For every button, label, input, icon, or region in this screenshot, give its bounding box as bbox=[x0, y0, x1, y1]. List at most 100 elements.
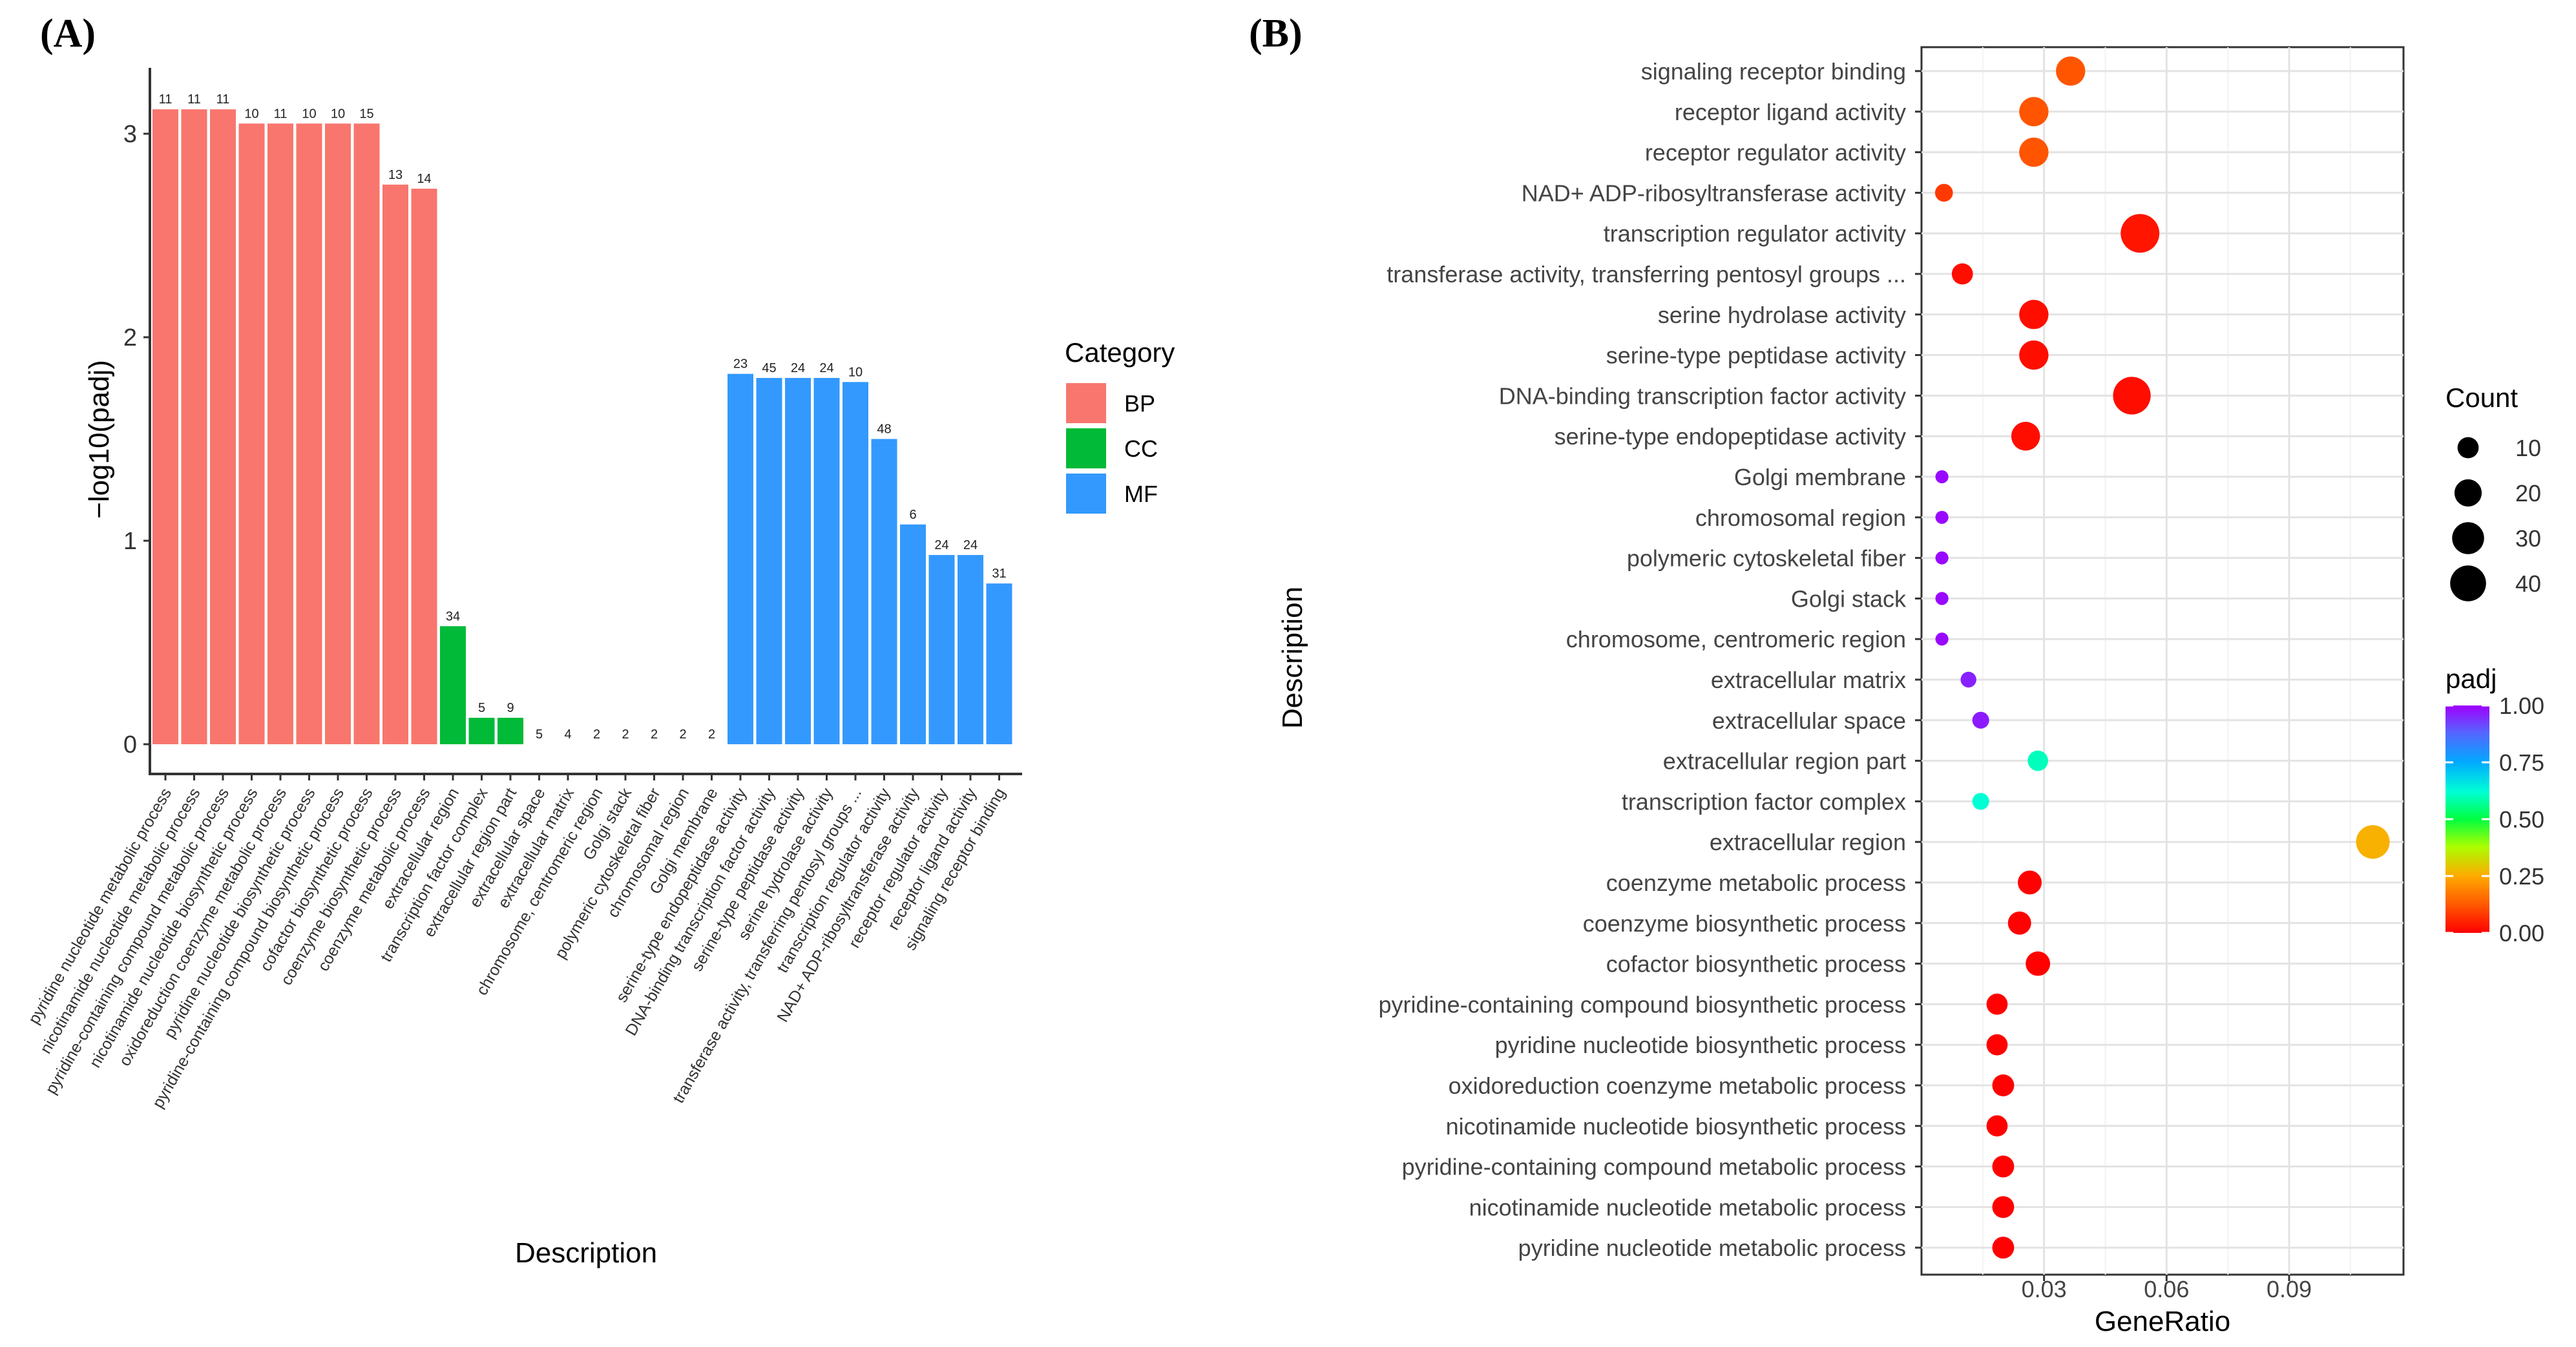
dot-y-tick-label: pyridine nucleotide biosynthetic process bbox=[1495, 1032, 1906, 1058]
dot-y-tick-label: serine-type peptidase activity bbox=[1606, 342, 1906, 369]
bar bbox=[928, 555, 955, 744]
bar bbox=[843, 382, 868, 744]
dot-y-tick-label: chromosome, centromeric region bbox=[1566, 626, 1906, 653]
dot-point bbox=[2056, 56, 2086, 86]
dot-y-tick-label: oxidoreduction coenzyme metabolic proces… bbox=[1449, 1072, 1906, 1099]
bar-count-label: 14 bbox=[417, 172, 431, 186]
dot-x-tick-label: 0.03 bbox=[2022, 1276, 2067, 1302]
count-legend-dot bbox=[2452, 522, 2484, 554]
bar-count-label: 13 bbox=[388, 168, 403, 182]
dot-y-tick-label: NAD+ ADP-ribosyltransferase activity bbox=[1522, 180, 1906, 206]
bar bbox=[382, 184, 408, 744]
dot-point bbox=[1992, 1237, 2015, 1259]
bar-count-label: 9 bbox=[507, 701, 514, 715]
bar-y-tick-label: 2 bbox=[123, 324, 137, 351]
dot-point bbox=[1951, 263, 1973, 285]
bar-count-label: 10 bbox=[848, 365, 863, 379]
bar-count-labels: 11 11 11 10 11 10 10 15 13 14 34 5 9 5 4 2 2 2 2 2 23 45 24 24 1… bbox=[159, 92, 1007, 742]
dot-point bbox=[2019, 137, 2049, 167]
bar bbox=[785, 378, 811, 744]
bar-count-label: 11 bbox=[274, 107, 288, 121]
bar-count-label: 2 bbox=[593, 727, 600, 742]
bar bbox=[210, 109, 236, 744]
bar-count-label: 2 bbox=[708, 727, 715, 742]
bar-count-label: 11 bbox=[159, 92, 173, 107]
dot-x-tick-labels: 0.03 0.06 0.09 bbox=[2022, 1275, 2312, 1302]
dot-y-tick-label: coenzyme biosynthetic process bbox=[1583, 910, 1906, 937]
dot-point bbox=[1935, 632, 1949, 646]
bar bbox=[152, 109, 178, 744]
dot-point bbox=[2019, 300, 2049, 329]
bar bbox=[813, 378, 840, 744]
dot-y-tick-labels: signaling receptor binding receptor ligan… bbox=[1379, 58, 1922, 1261]
count-legend-label: 20 bbox=[2515, 480, 2541, 506]
bar bbox=[900, 524, 926, 744]
dot-point bbox=[1992, 1074, 2015, 1096]
bar-count-label: 24 bbox=[819, 361, 833, 375]
count-legend-dot bbox=[2457, 437, 2479, 459]
padj-tick-label: 0.50 bbox=[2499, 806, 2544, 833]
bar-count-label: 10 bbox=[331, 107, 345, 121]
category-legend-swatch bbox=[1066, 383, 1106, 423]
bar-x-axis-title: Description bbox=[515, 1237, 657, 1269]
dot-y-tick-label: serine-type endopeptidase activity bbox=[1555, 423, 1906, 450]
category-legend-title: Category bbox=[1065, 337, 1175, 368]
dot-y-tick-label: DNA-binding transcription factor activit… bbox=[1499, 382, 1906, 409]
bar bbox=[871, 439, 897, 744]
padj-legend: padj 1.00 0.75 0.50 0.25 0.00 bbox=[2445, 663, 2544, 946]
category-legend: Category BP CC MF bbox=[1065, 337, 1175, 514]
dot-y-tick-label: receptor ligand activity bbox=[1675, 99, 1906, 125]
dot-point bbox=[2120, 214, 2160, 253]
bar-count-label: 24 bbox=[791, 361, 805, 375]
bar bbox=[440, 626, 466, 744]
dot-point bbox=[1934, 183, 1953, 202]
category-legend-swatch bbox=[1066, 428, 1106, 468]
bar bbox=[468, 718, 495, 744]
bar-count-label: 2 bbox=[679, 727, 686, 742]
dot-y-tick-label: serine hydrolase activity bbox=[1658, 302, 1906, 328]
dot-x-tick-label: 0.09 bbox=[2267, 1276, 2312, 1302]
bar-count-label: 4 bbox=[564, 727, 571, 742]
bar-count-label: 5 bbox=[478, 701, 485, 715]
count-legend-dot bbox=[2454, 479, 2482, 507]
dot-y-tick-label: Golgi stack bbox=[1791, 585, 1907, 612]
bar-count-label: 15 bbox=[359, 107, 373, 121]
bar bbox=[958, 555, 983, 744]
count-legend-label: 30 bbox=[2515, 525, 2541, 552]
bar bbox=[728, 373, 753, 744]
dot-point bbox=[1935, 551, 1949, 565]
dot-point bbox=[1935, 510, 1949, 524]
dot-point bbox=[2026, 951, 2051, 976]
dot-y-tick-label: coenzyme metabolic process bbox=[1606, 870, 1906, 896]
bar-count-label: 6 bbox=[909, 508, 916, 522]
dot-y-tick-label: pyridine-containing compound metabolic p… bbox=[1402, 1154, 1906, 1180]
dot-point bbox=[1986, 1034, 2008, 1056]
bar bbox=[238, 123, 265, 744]
dot-y-tick-label: pyridine-containing compound biosyntheti… bbox=[1379, 991, 1906, 1018]
dot-point bbox=[1972, 793, 1989, 810]
bar-count-label: 45 bbox=[762, 361, 776, 375]
dot-point bbox=[1992, 1196, 2015, 1218]
dot-y-tick-label: extracellular region part bbox=[1663, 748, 1906, 775]
dot-point bbox=[2019, 340, 2049, 370]
dot-point bbox=[1935, 592, 1949, 605]
bar bbox=[181, 109, 207, 744]
dot-point bbox=[1935, 470, 1949, 484]
bar-count-label: 23 bbox=[733, 357, 748, 371]
dot-y-tick-label: chromosomal region bbox=[1695, 505, 1906, 531]
bar bbox=[353, 123, 380, 744]
dot-point bbox=[2113, 377, 2151, 415]
bar-x-tick-labels: pyridine nucleotide metabolic processnic… bbox=[25, 774, 1009, 1111]
dot-y-tick-label: extracellular matrix bbox=[1711, 667, 1906, 693]
dot-point bbox=[2007, 911, 2031, 935]
padj-tick-label: 0.00 bbox=[2499, 920, 2544, 946]
dot-y-tick-label: nicotinamide nucleotide metabolic proces… bbox=[1469, 1194, 1906, 1220]
bar-count-label: 2 bbox=[622, 727, 629, 742]
bar-count-label: 5 bbox=[536, 727, 543, 742]
bar-count-label: 11 bbox=[187, 92, 201, 107]
bar-series bbox=[152, 109, 1012, 744]
count-legend-title: Count bbox=[2445, 382, 2518, 413]
dot-y-tick-label: receptor regulator activity bbox=[1645, 140, 1906, 166]
bar bbox=[497, 718, 523, 744]
